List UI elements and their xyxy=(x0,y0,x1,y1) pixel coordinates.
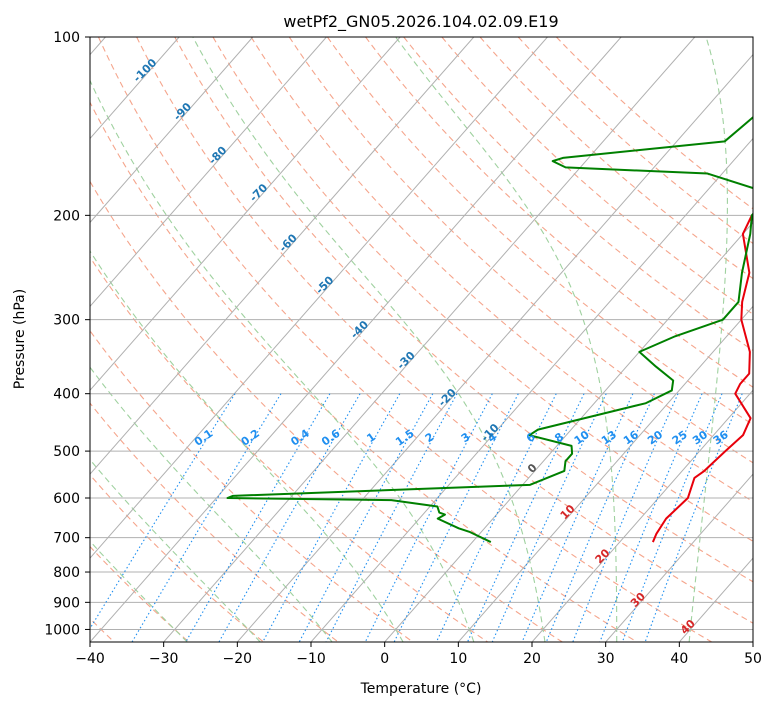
y-tick-label: 100 xyxy=(53,30,80,46)
x-tick-label: −40 xyxy=(75,651,105,667)
y-tick-label: 600 xyxy=(53,491,80,507)
plot-frame xyxy=(89,36,754,643)
isotherm-line xyxy=(90,37,548,559)
y-tick-label: 800 xyxy=(53,565,80,581)
dewpoint-profile-line xyxy=(226,116,753,543)
mixing-ratio-line xyxy=(393,393,519,642)
mixing-ratio-line xyxy=(545,393,655,642)
isotherm-line xyxy=(310,137,753,642)
isotherm-line xyxy=(236,53,753,642)
plot-area xyxy=(90,37,753,642)
y-tick-label: 300 xyxy=(53,313,80,329)
x-tick-label: −30 xyxy=(149,651,179,667)
y-axis-label: Pressure (hPa) xyxy=(12,289,28,389)
y-tick-label: 700 xyxy=(53,531,80,547)
moist-adiabat-line xyxy=(395,37,618,642)
mixing-ratio-line xyxy=(90,393,236,630)
isotherm-line xyxy=(90,37,254,224)
y-tick-label: 400 xyxy=(53,387,80,403)
y-axis-ticks: 100 200 300 400 500 600 700 800 900 1000 xyxy=(44,30,90,638)
mixing-ratio-lines xyxy=(90,393,743,642)
dry-adiabat-line xyxy=(250,37,753,503)
x-tick-label: −10 xyxy=(296,651,326,667)
temperature-profile-line xyxy=(651,213,753,543)
isobars xyxy=(90,37,753,630)
mixing-ratio-line xyxy=(521,393,634,642)
isotherm-line xyxy=(605,473,753,642)
isotherm-line xyxy=(457,305,753,642)
mixing-ratio-line xyxy=(185,393,331,642)
mixing-ratio-line xyxy=(467,393,585,642)
moist-adiabat-line xyxy=(90,79,475,642)
y-tick-label: 500 xyxy=(53,444,80,460)
isotherms xyxy=(90,37,753,642)
dry-adiabat-line xyxy=(517,37,753,245)
x-tick-label: 0 xyxy=(380,651,389,667)
isotherm-line xyxy=(90,37,327,308)
chart-title: wetPf2_GN05.2026.104.02.09.E19 xyxy=(283,12,558,32)
dry-adiabat-line xyxy=(365,37,753,388)
x-axis-label: Temperature (°C) xyxy=(360,681,482,697)
moist-adiabats xyxy=(90,37,728,642)
mixing-ratio-line xyxy=(491,393,607,642)
moist-adiabat-line xyxy=(90,458,261,642)
isotherm-line xyxy=(163,37,696,642)
dry-adiabat-line xyxy=(479,37,753,280)
y-tick-label: 1000 xyxy=(44,622,80,638)
moist-adiabat-line xyxy=(192,37,546,642)
x-tick-label: 10 xyxy=(449,651,467,667)
dry-adiabat-line xyxy=(90,101,638,642)
moist-adiabat-line xyxy=(90,366,333,642)
isotherm-line xyxy=(90,37,180,140)
x-tick-label: −20 xyxy=(223,651,253,667)
y-tick-label: 200 xyxy=(53,208,80,224)
mixing-ratio-line xyxy=(644,393,743,642)
dry-adiabat-line xyxy=(403,37,753,352)
mixing-ratio-line xyxy=(364,393,493,642)
moist-adiabat-line xyxy=(90,250,404,642)
dry-adiabat-line xyxy=(90,180,563,642)
x-tick-label: 40 xyxy=(670,651,688,667)
isotherm-line xyxy=(531,389,753,642)
dry-adiabat-line xyxy=(90,402,339,642)
x-tick-label: 30 xyxy=(597,651,615,667)
isotherm-line xyxy=(384,221,753,642)
isotherm-line xyxy=(90,37,622,642)
x-axis-ticks: −40 −30 −20 −10 0 10 20 30 40 50 xyxy=(75,642,762,667)
mixing-ratio-line xyxy=(325,393,458,642)
mixing-ratio-line xyxy=(218,393,361,642)
mixing-ratio-line xyxy=(435,393,557,642)
dry-adiabat-line xyxy=(97,37,712,642)
mixing-ratio-line xyxy=(131,393,282,642)
isotherm-line xyxy=(90,37,401,392)
moist-adiabat-line xyxy=(688,37,728,642)
isotherm-line xyxy=(90,37,475,475)
dry-adiabat-line xyxy=(212,37,753,542)
x-tick-label: 20 xyxy=(523,651,541,667)
y-tick-label: 900 xyxy=(53,595,80,611)
x-tick-label: 50 xyxy=(744,651,762,667)
isotherm-line xyxy=(752,641,753,642)
profile-series xyxy=(226,116,753,543)
